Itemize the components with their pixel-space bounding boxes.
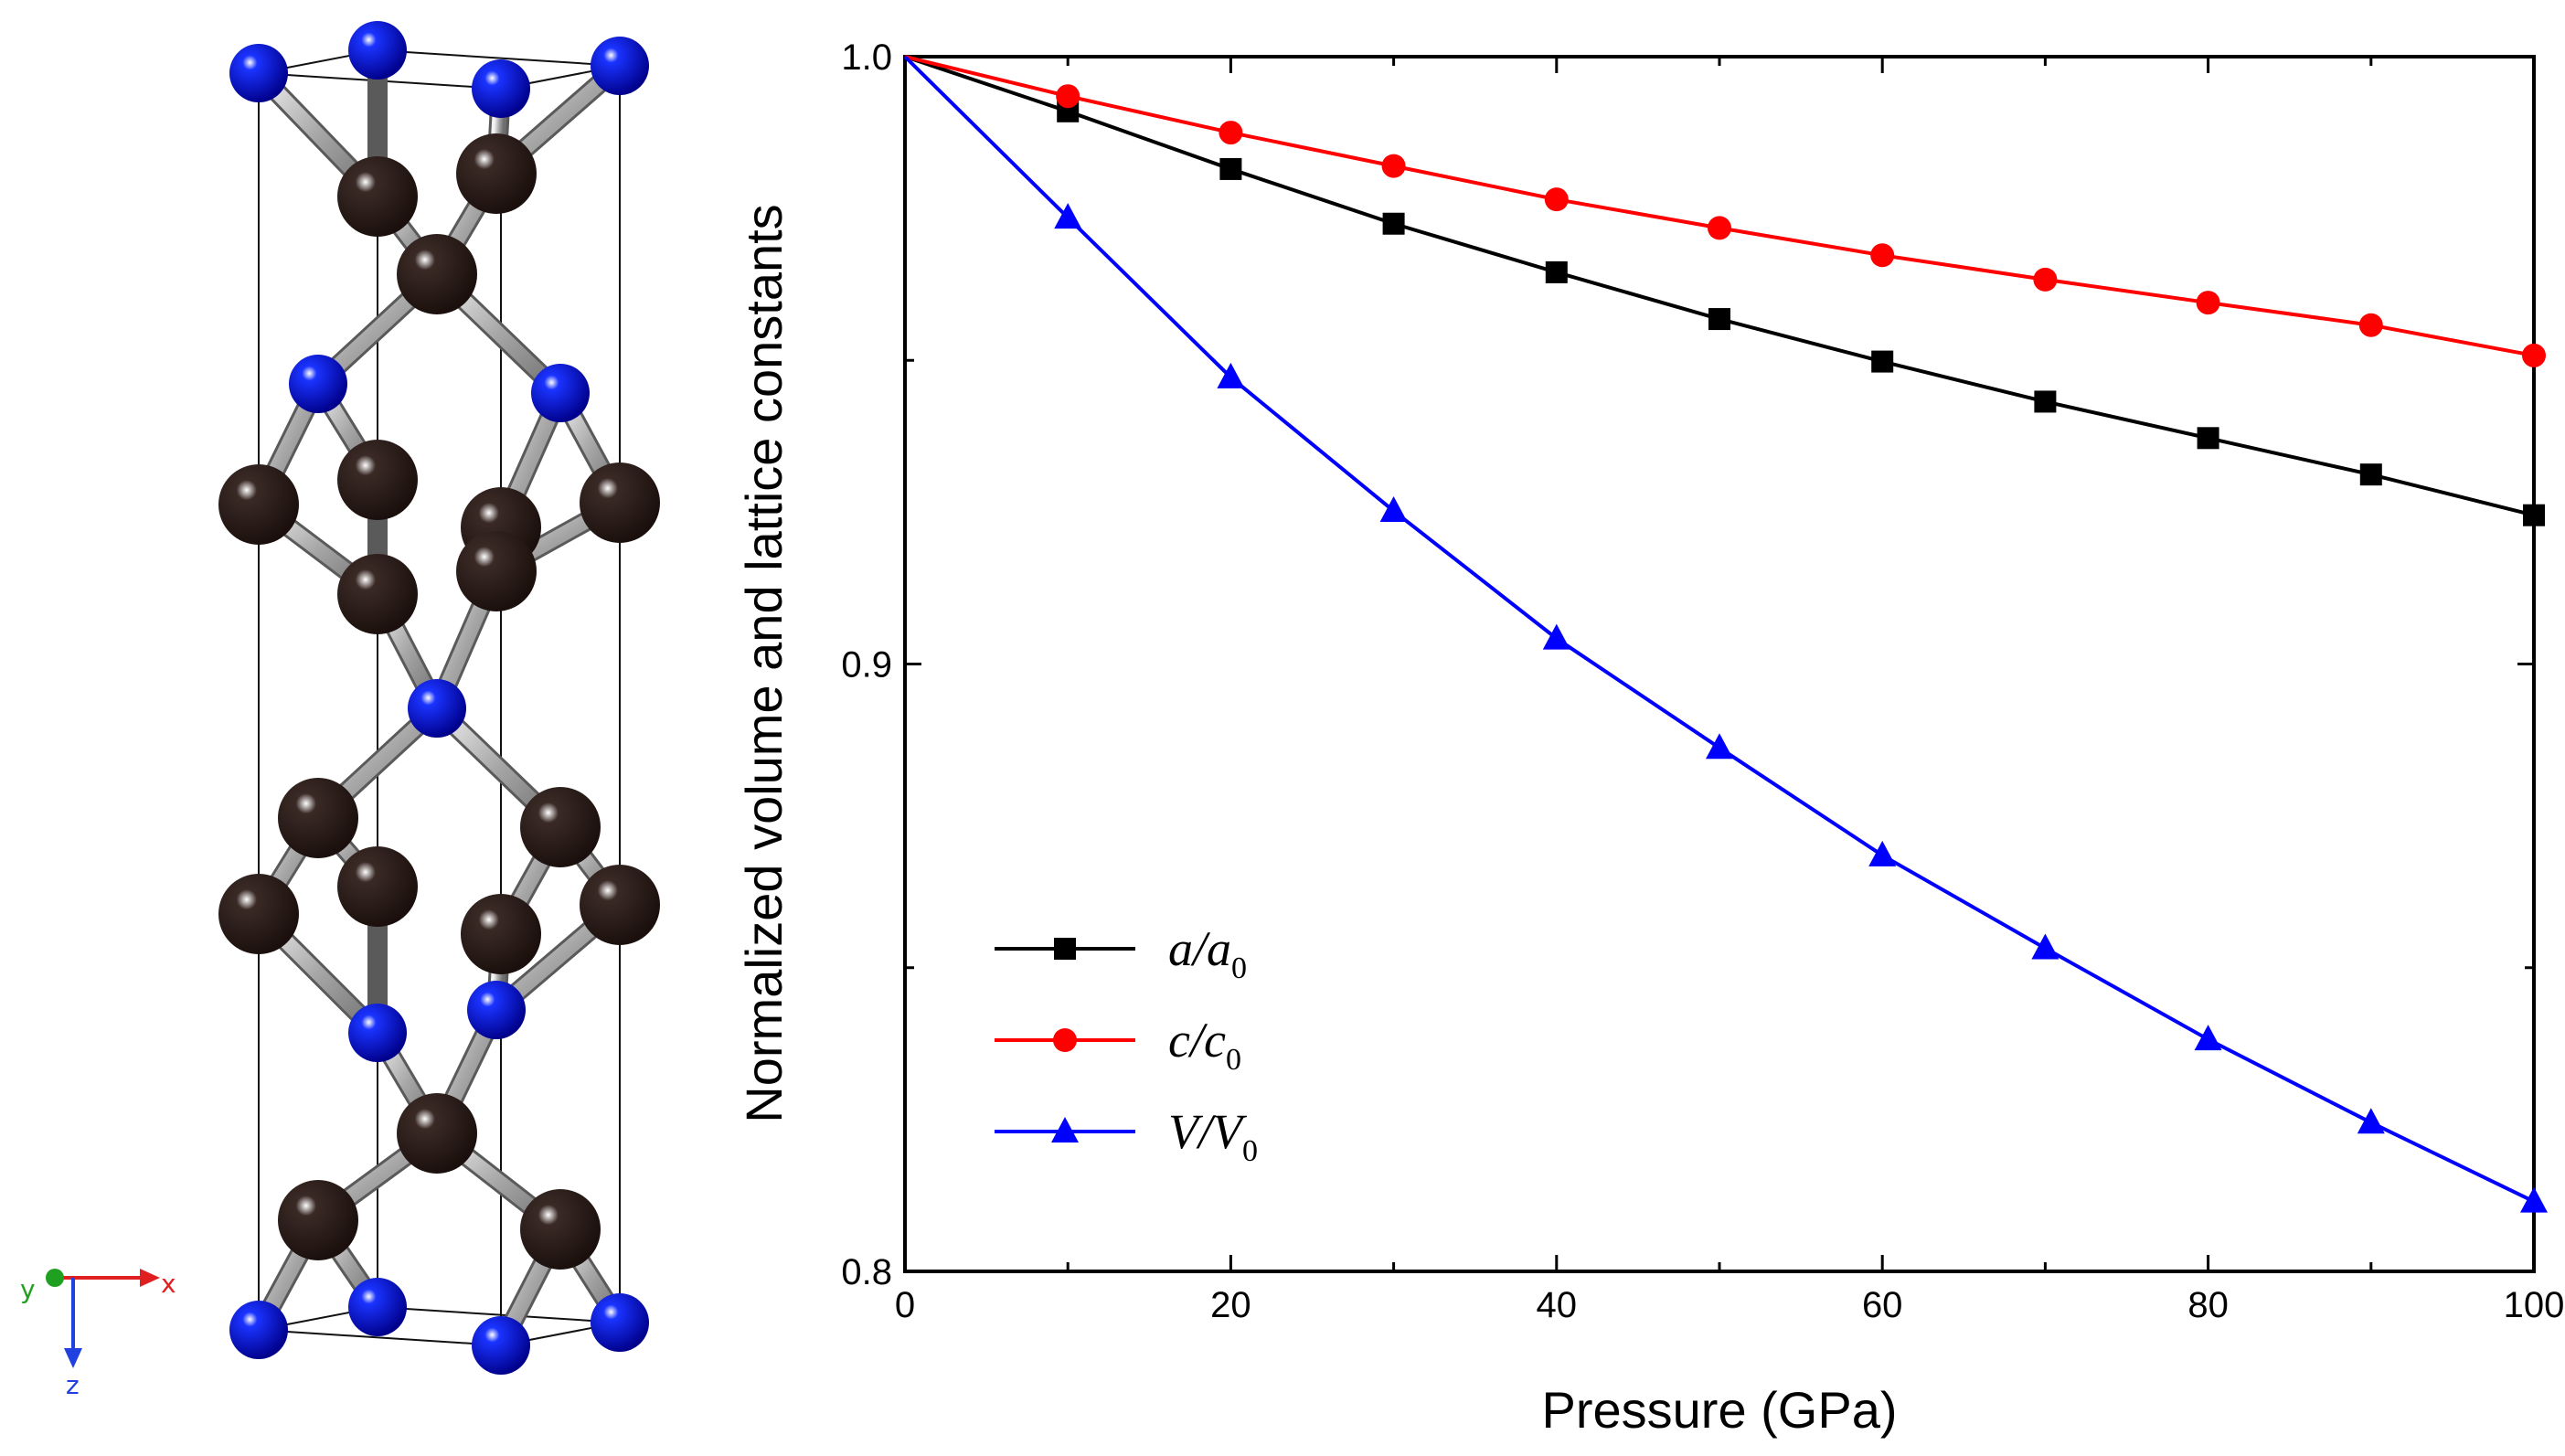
cell-edge: [377, 1306, 621, 1323]
legend-label: V/V0: [1168, 1104, 1258, 1168]
metal-atom: [408, 679, 466, 738]
nonmetal-atom: [461, 894, 541, 974]
data-point: [2033, 267, 2058, 292]
metal-atom: [229, 1301, 288, 1359]
y-tick-label: 0.8: [841, 1252, 892, 1292]
y-tick-label: 0.9: [841, 645, 892, 685]
metal-atom: [467, 981, 526, 1039]
x-axis-ticks: 0 20 40 60 80 100: [895, 57, 2565, 1325]
data-point: [2359, 463, 2382, 486]
triad-label-y: y: [20, 1274, 36, 1304]
metal-atom: [472, 59, 530, 118]
metal-atom: [591, 1293, 649, 1352]
data-point: [2522, 343, 2546, 367]
y-axis-title: Normalized volume and lattice constants: [735, 204, 793, 1122]
nonmetal-atom: [218, 874, 299, 954]
atoms: [218, 21, 660, 1375]
nonmetal-atom: [456, 531, 537, 611]
line-chart: 0 20 40 60 80 100 0.8 0.9 1.0 a/a0 c/c0 V/V0 Pres…: [735, 37, 2564, 1439]
data-point: [1706, 733, 1733, 760]
nonmetal-atom: [337, 846, 418, 927]
x-tick-label: 20: [1210, 1285, 1251, 1325]
cell-edge: [377, 49, 621, 67]
nonmetal-atom: [337, 554, 418, 634]
series-layer: [903, 55, 2548, 1213]
legend-swatch-marker: [1053, 1028, 1077, 1052]
data-point: [2031, 933, 2059, 960]
x-tick-label: 0: [895, 1285, 915, 1325]
data-point: [2520, 1186, 2548, 1213]
data-point: [1379, 496, 1408, 523]
data-point: [1545, 260, 1568, 283]
legend-swatch-marker: [1054, 938, 1076, 960]
nonmetal-atom: [218, 464, 299, 545]
data-point: [2194, 1025, 2222, 1051]
metal-atom: [472, 1316, 530, 1375]
data-point: [1544, 187, 1569, 212]
data-point: [1542, 623, 1570, 650]
data-point: [1871, 350, 1894, 373]
data-point: [1708, 216, 1731, 240]
data-point: [2357, 1108, 2385, 1134]
data-point: [1870, 243, 1895, 268]
data-point: [1219, 121, 1243, 145]
x-axis-title: Pressure (GPa): [1542, 1381, 1898, 1439]
data-point: [2197, 427, 2219, 450]
data-point: [1056, 84, 1080, 109]
legend: a/a0 c/c0 V/V0: [995, 921, 1258, 1168]
data-point: [1054, 203, 1082, 229]
nonmetal-atom: [580, 462, 660, 543]
legend-swatch-marker: [1051, 1117, 1079, 1142]
triad-label-x: x: [161, 1269, 176, 1299]
unit-cell-edges: [258, 49, 621, 1346]
metal-atom: [348, 21, 407, 80]
data-point: [1708, 308, 1730, 331]
legend-label: c/c0: [1168, 1013, 1241, 1077]
nonmetal-atom: [580, 865, 660, 945]
cell-edge: [258, 1329, 502, 1346]
data-point: [2523, 504, 2545, 526]
nonmetal-atom: [278, 778, 358, 858]
metal-atom: [531, 364, 590, 422]
data-point: [1382, 212, 1405, 235]
metal-atom: [348, 1004, 407, 1062]
legend-item: V/V0: [995, 1104, 1258, 1168]
nonmetal-atom: [520, 787, 601, 867]
legend-item: a/a0: [995, 921, 1247, 985]
crystal-structure-diagram: [218, 21, 660, 1375]
data-point: [1868, 840, 1897, 866]
legend-label: a/a0: [1168, 921, 1247, 985]
series-V-V0: [903, 55, 2548, 1213]
y-tick-label: 1.0: [841, 37, 892, 78]
x-tick-label: 40: [1537, 1285, 1578, 1325]
nonmetal-atom: [337, 156, 418, 237]
y-axis-ticks: 0.8 0.9 1.0: [841, 37, 2534, 1292]
triad-label-z: z: [66, 1370, 80, 1400]
series-c-c0: [904, 55, 2546, 367]
data-point: [1217, 362, 1245, 388]
x-tick-label: 100: [2504, 1285, 2565, 1325]
data-point: [2034, 390, 2057, 413]
data-point: [2358, 313, 2383, 337]
nonmetal-atom: [520, 1189, 601, 1270]
series-line: [904, 55, 2535, 517]
legend-item: c/c0: [995, 1013, 1241, 1077]
metal-atom: [289, 355, 347, 413]
data-point: [1381, 154, 1406, 178]
axes-triad: y x z: [20, 1269, 176, 1400]
x-tick-label: 80: [2187, 1285, 2229, 1325]
data-point: [1219, 157, 1242, 180]
metal-atom: [229, 44, 288, 102]
nonmetal-atom: [337, 440, 418, 520]
series-a-a0: [904, 55, 2545, 526]
nonmetal-atom: [397, 234, 477, 314]
x-tick-label: 60: [1862, 1285, 1903, 1325]
data-point: [2196, 291, 2220, 315]
metal-atom: [591, 37, 649, 95]
nonmetal-atom: [397, 1093, 477, 1174]
nonmetal-atom: [456, 133, 537, 214]
nonmetal-atom: [278, 1180, 358, 1260]
metal-atom: [348, 1278, 407, 1336]
